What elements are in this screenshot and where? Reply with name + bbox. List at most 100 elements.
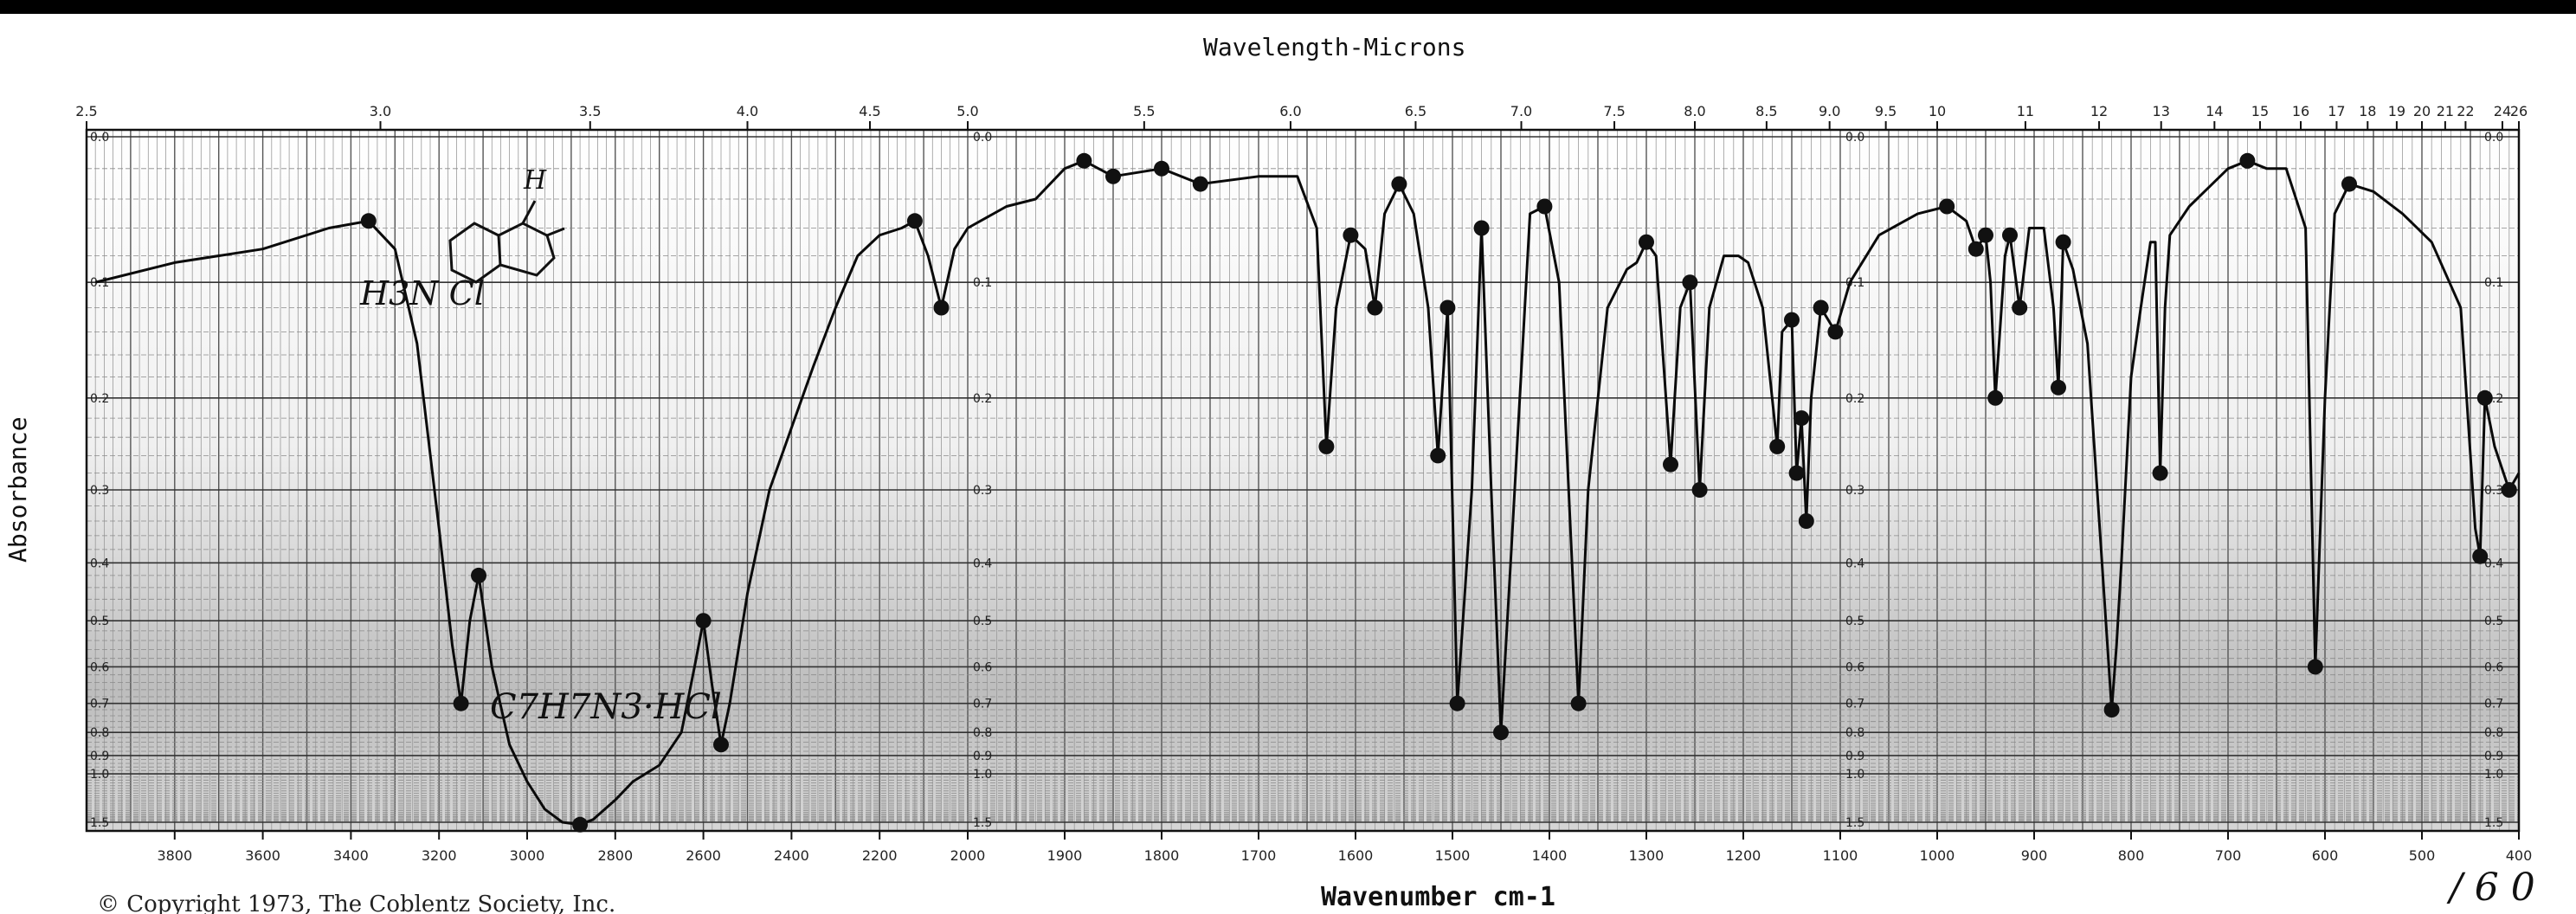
y-tick-label: 0.0 bbox=[90, 131, 109, 145]
micron-tick-label: 7.5 bbox=[1603, 103, 1625, 119]
x-tick-label: 3000 bbox=[510, 847, 545, 864]
x-tick-label: 2000 bbox=[950, 847, 986, 864]
peak-marker bbox=[1987, 389, 2004, 406]
y-tick-label: 1.0 bbox=[973, 768, 992, 782]
x-tick-label: 1200 bbox=[1726, 847, 1761, 864]
x-tick-label: 1300 bbox=[1629, 847, 1665, 864]
y-tick-label: 0.7 bbox=[90, 698, 109, 711]
peak-marker bbox=[2476, 389, 2493, 406]
handwriting-corner: / 6 0 bbox=[2446, 866, 2535, 910]
y-tick-label: 0.7 bbox=[1845, 698, 1864, 711]
y-tick-label: 0.3 bbox=[90, 484, 109, 498]
micron-tick-label: 15 bbox=[2251, 103, 2269, 119]
y-tick-label: 0.8 bbox=[90, 726, 109, 740]
chart-title: Wavelength-Microns bbox=[1203, 33, 1466, 61]
chart-grid bbox=[85, 128, 2521, 833]
peak-marker bbox=[360, 213, 377, 229]
peak-marker bbox=[1967, 241, 1984, 257]
x-tick-label: 1700 bbox=[1241, 847, 1277, 864]
x-tick-label: 2800 bbox=[597, 847, 633, 864]
peak-marker bbox=[1682, 274, 1698, 291]
micron-tick-label: 14 bbox=[2206, 103, 2223, 119]
peak-marker bbox=[695, 613, 712, 629]
micron-tick-label: 3.0 bbox=[370, 103, 391, 119]
y-tick-label: 1.5 bbox=[2484, 816, 2503, 830]
peak-marker bbox=[1639, 234, 1654, 250]
x-tick-label: 2600 bbox=[686, 847, 721, 864]
micron-tick-label: 16 bbox=[2292, 103, 2309, 119]
peak-marker bbox=[2239, 152, 2256, 169]
peak-marker bbox=[1473, 220, 1490, 236]
x-tick-label: 1900 bbox=[1047, 847, 1083, 864]
peak-marker bbox=[1788, 465, 1805, 481]
peak-marker bbox=[2152, 465, 2168, 481]
y-tick-label: 1.0 bbox=[2484, 768, 2503, 782]
y-axis-label: Absorbance bbox=[3, 416, 32, 563]
peak-marker bbox=[1663, 456, 1678, 473]
micron-axis: 2.5 3.0 3.5 4.0 4.5 5.0 5.5 6.0 6.5 7.0 7.5 8.0 8.5 9… bbox=[75, 103, 2528, 130]
chart-paper bbox=[87, 130, 2519, 831]
spectrum-line bbox=[94, 159, 2521, 827]
peak-marker bbox=[2501, 482, 2517, 498]
micron-tick-label: 20 bbox=[2413, 103, 2431, 119]
micron-tick-label: 9.0 bbox=[1819, 103, 1840, 119]
peak-marker bbox=[2002, 227, 2018, 243]
peak-marker bbox=[1154, 160, 1169, 177]
x-tick-label: 1600 bbox=[1338, 847, 1374, 864]
series-group bbox=[94, 152, 2521, 833]
micron-tick-label: 8.0 bbox=[1684, 103, 1705, 119]
x-tick-label: 400 bbox=[2506, 847, 2533, 864]
handwriting-h: H bbox=[523, 165, 547, 196]
peak-marker bbox=[1318, 438, 1335, 454]
peak-marker bbox=[1343, 227, 1359, 243]
x-tick-label: 2400 bbox=[774, 847, 809, 864]
y-tick-label: 0.4 bbox=[2484, 557, 2503, 570]
micron-tick-label: 8.5 bbox=[1755, 103, 1777, 119]
y-tick-label: 1.0 bbox=[1845, 768, 1864, 782]
peak-marker bbox=[1430, 447, 1446, 464]
peak-marker bbox=[2103, 702, 2120, 718]
peak-marker bbox=[1798, 513, 1814, 529]
y-tick-label: 0.6 bbox=[1845, 660, 1864, 674]
peak-marker bbox=[1367, 299, 1383, 316]
x-tick-label: 700 bbox=[2215, 847, 2242, 864]
y-tick-label: 0.7 bbox=[973, 698, 992, 711]
x-tick-label: 1100 bbox=[1823, 847, 1858, 864]
y-tick-label: 0.5 bbox=[973, 615, 992, 628]
x-tick-label: 1000 bbox=[1920, 847, 1955, 864]
micron-tick-label: 11 bbox=[2017, 103, 2034, 119]
y-tick-label: 0.5 bbox=[2484, 615, 2503, 628]
y-tick-label: 0.5 bbox=[90, 615, 109, 628]
x-tick-label: 1800 bbox=[1144, 847, 1180, 864]
micron-tick-label: 12 bbox=[2090, 103, 2108, 119]
y-tick-label: 0.0 bbox=[1845, 131, 1864, 145]
peak-marker bbox=[572, 816, 589, 833]
peak-marker bbox=[2051, 379, 2066, 396]
y-tick-label: 0.7 bbox=[2484, 698, 2503, 711]
peak-marker bbox=[1691, 482, 1708, 498]
y-tick-label: 0.1 bbox=[973, 276, 992, 290]
x-tick-label: 3800 bbox=[157, 847, 192, 864]
y-tick-label: 0.0 bbox=[2484, 131, 2503, 145]
peak-marker bbox=[1978, 227, 1993, 243]
peak-marker bbox=[1813, 299, 1829, 316]
y-tick-label: 0.4 bbox=[1845, 557, 1864, 570]
y-tick-label: 0.2 bbox=[1845, 392, 1864, 406]
y-tick-label: 0.6 bbox=[90, 660, 109, 674]
peak-marker bbox=[2307, 659, 2323, 675]
micron-tick-label: 5.0 bbox=[956, 103, 978, 119]
peak-marker bbox=[2472, 548, 2489, 564]
micron-tick-label: 17 bbox=[2328, 103, 2345, 119]
x-tick-label: 600 bbox=[2312, 847, 2339, 864]
peak-marker bbox=[1536, 198, 1553, 215]
y-tick-label: 0.3 bbox=[973, 484, 992, 498]
handwriting-formula: C7H7N3·HCl bbox=[490, 687, 722, 727]
peak-marker bbox=[1570, 695, 1587, 711]
peak-marker bbox=[2055, 234, 2071, 250]
micron-tick-label: 24 bbox=[2494, 103, 2511, 119]
peak-marker bbox=[1939, 198, 1955, 215]
x-tick-label: 2200 bbox=[862, 847, 898, 864]
y-tick-label: 0.6 bbox=[2484, 660, 2503, 674]
micron-tick-label: 6.5 bbox=[1405, 103, 1426, 119]
